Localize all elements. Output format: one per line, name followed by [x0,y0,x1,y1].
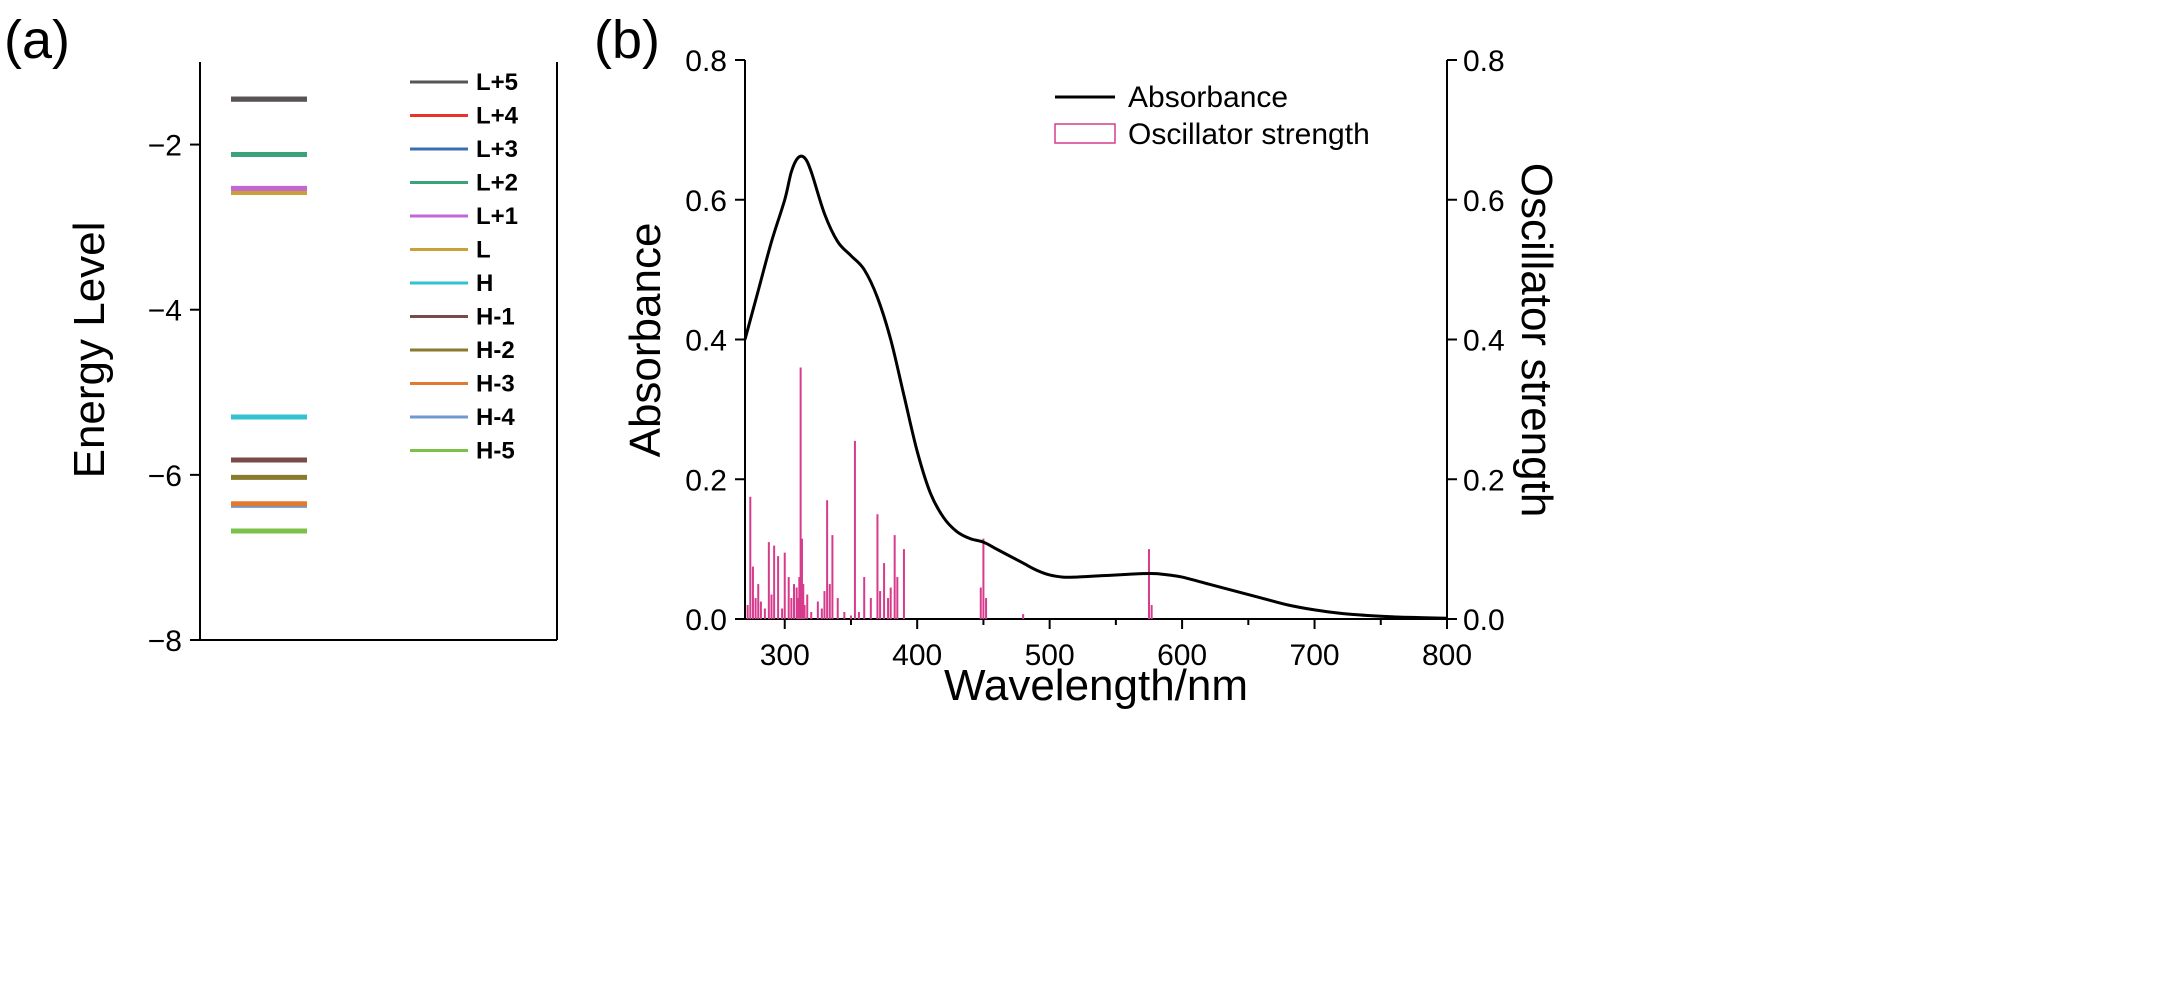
panel-a-y-tick-label: −8 [148,625,182,658]
panel-b: (b) 300 400 500 600 700 800 0.0 0.2 0.4 0.6 0.8 0… [594,10,1561,710]
legend-absorbance-label: Absorbance [1128,81,1288,114]
panel-b-x-tick-label: 500 [1025,639,1075,672]
panel-b-legend: Absorbance Oscillator strength [1054,81,1370,151]
panel-b-x-tick-label: 300 [760,639,810,672]
panel-a-label: (a) [4,10,70,70]
panel-b-y-tick-label: 0.8 [685,45,727,78]
panel-b-y2-ticks: 0.0 0.2 0.4 0.6 0.8 [1447,45,1505,637]
legend-label-L+4: L+4 [476,103,519,130]
legend-oscillator-swatch [1054,123,1116,144]
panel-b-y2-tick-label: 0.4 [1463,325,1505,358]
legend-label-H-1: H-1 [476,304,515,331]
panel-a-y-ticks: −2 −4 −6 −8 [148,130,200,658]
panel-b-y2-tick-label: 0.8 [1463,45,1505,78]
legend-label-H-3: H-3 [476,371,515,398]
panel-a-y-tick-label: −4 [148,295,182,328]
panel-b-y2-tick-label: 0.6 [1463,185,1505,218]
panel-b-y2-axis-title: Oscillator strength [1512,163,1561,518]
panel-a-y-axis-title: Energy Level [65,222,114,479]
panel-b-y-ticks: 0.0 0.2 0.4 0.6 0.8 [685,45,745,637]
legend-label-L+1: L+1 [476,203,518,230]
panel-b-x-tick-label: 700 [1290,639,1340,672]
panel-b-x-axis-title: Wavelength/nm [944,661,1248,710]
panel-b-y-tick-label: 0.0 [685,604,727,637]
panel-a-legend: L+5 L+4 L+3 L+2 L+1 LH H-1 H-2 H-3 H-4 H-5 [410,69,519,465]
panel-a-levels [231,96,307,534]
panel-a: (a) −2 −4 −6 −8 L+5 L+4 L+3 L+2 L+1 LH H-1 H-2 H-3 H… [4,10,558,658]
panel-a-y-tick-label: −2 [148,130,182,163]
legend-oscillator-label: Oscillator strength [1128,118,1370,151]
panel-b-oscillator-sticks [746,367,1153,619]
panel-b-y-tick-label: 0.4 [685,325,727,358]
panel-b-y2-tick-label: 0.2 [1463,464,1505,497]
panel-b-y2-tick-label: 0.0 [1463,604,1505,637]
panel-b-label: (b) [594,10,660,70]
legend-label-H-2: H-2 [476,337,515,364]
panel-b-x-tick-label: 600 [1157,639,1207,672]
legend-label-L: L [476,237,491,264]
panel-b-y-axis-title: Absorbance [621,223,670,458]
legend-label-H-4: H-4 [476,404,515,431]
panel-a-y-tick-label: −6 [148,460,182,493]
panel-b-y-tick-label: 0.6 [685,185,727,218]
legend-label-L+3: L+3 [476,136,518,163]
panel-b-x-ticks: 300 400 500 600 700 800 [760,619,1472,672]
legend-label-H: H [476,270,493,297]
legend-label-H-5: H-5 [476,438,515,465]
panel-b-x-tick-label: 400 [892,639,942,672]
legend-label-L+5: L+5 [476,69,518,96]
panel-b-y-tick-label: 0.2 [685,464,727,497]
panel-b-x-tick-label: 800 [1422,639,1472,672]
legend-label-L+2: L+2 [476,170,518,197]
panel-b-absorbance-line [743,154,1448,620]
